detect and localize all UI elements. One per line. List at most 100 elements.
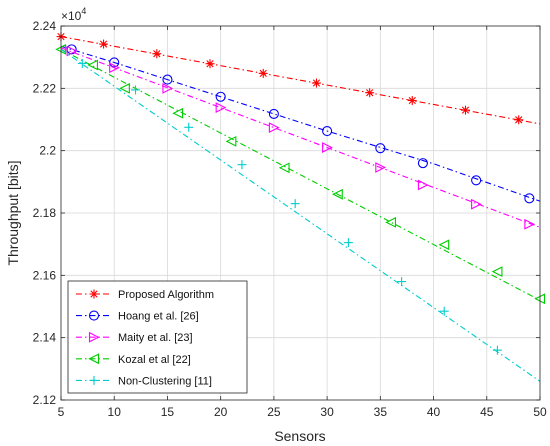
y-tick-label: 2.16 (33, 268, 57, 282)
data-point (407, 95, 417, 105)
legend-entry: Non-Clustering [11] (76, 375, 212, 387)
data-point (109, 57, 120, 68)
y-axis-multiplier: ×104 (61, 6, 86, 23)
x-tick-label: 35 (374, 405, 388, 419)
x-tick-label: 50 (533, 405, 547, 419)
data-point (375, 143, 386, 154)
series-line (60, 45, 541, 202)
data-point (492, 345, 502, 355)
legend-label: Non-Clustering [11] (118, 375, 212, 387)
data-point (162, 82, 174, 94)
data-point (89, 375, 99, 385)
data-point (439, 306, 449, 316)
asterisk-marker-stroke (366, 89, 374, 97)
series-line (60, 47, 541, 228)
asterisk-marker-stroke (90, 290, 98, 298)
asterisk-marker-stroke (461, 106, 470, 114)
data-point (417, 179, 429, 191)
data-point (290, 199, 300, 209)
y-tick-label: 2.22 (33, 81, 57, 95)
data-point (184, 122, 194, 132)
asterisk-marker-stroke (408, 96, 416, 105)
series-3 (60, 45, 541, 230)
x-axis-tick-labels: 5 10 15 20 25 30 35 40 45 50 (58, 405, 547, 419)
asterisk-marker-stroke (515, 116, 523, 124)
series-line (60, 48, 541, 382)
data-point (322, 142, 333, 153)
y-tick-label: 2.14 (33, 331, 57, 345)
series-line (60, 48, 541, 301)
data-point (109, 62, 120, 74)
data-point (66, 45, 78, 57)
x-tick-label: 5 (58, 405, 65, 419)
data-point (375, 162, 387, 173)
plot-series (55, 32, 546, 382)
data-point (152, 49, 162, 59)
asterisk-marker-stroke (259, 69, 267, 78)
series-line (60, 36, 541, 125)
data-point (438, 239, 450, 251)
data-point (99, 39, 109, 49)
data-point (471, 175, 482, 186)
data-point (524, 218, 536, 230)
grid-lines (61, 26, 540, 400)
data-point (417, 158, 428, 169)
x-tick-label: 30 (320, 405, 334, 419)
data-point (225, 135, 237, 147)
data-point (87, 59, 98, 71)
data-point (268, 122, 280, 133)
data-point (322, 125, 333, 137)
data-point (172, 107, 184, 119)
series-5 (60, 48, 541, 382)
data-point (268, 108, 279, 119)
x-tick-label: 20 (214, 405, 228, 419)
series-2 (60, 44, 541, 204)
data-point (131, 85, 141, 95)
y-tick-label: 2.24 (33, 19, 57, 33)
x-tick-label: 25 (267, 405, 281, 419)
data-point (215, 102, 227, 114)
legend-entry: Proposed Algorithm (76, 289, 214, 301)
data-point (88, 331, 100, 343)
y-axis-tick-labels: 2.12 2.14 2.16 2.18 2.2 2.22 2.24 (33, 19, 57, 407)
x-axis-title: Sensors (274, 428, 325, 444)
legend-entry: Kozal et al [22] (76, 353, 191, 366)
data-point (162, 74, 173, 85)
series-1 (56, 32, 541, 125)
asterisk-marker-stroke (153, 50, 161, 58)
legend: Proposed Algorithm Hoang et al. [26] Maity… (67, 280, 248, 394)
data-point (237, 160, 247, 170)
data-point (491, 266, 503, 277)
x-tick-label: 45 (480, 405, 494, 419)
legend-label: Hoang et al. [26] (118, 311, 199, 323)
y-tick-label: 2.2 (39, 144, 56, 158)
legend-label: Maity et al. [23] (118, 332, 193, 344)
asterisk-marker-stroke (99, 40, 108, 48)
y-tick-label: 2.18 (33, 206, 57, 220)
data-point (88, 310, 100, 321)
data-point (385, 216, 397, 228)
data-point (471, 198, 482, 210)
y-tick-label: 2.12 (33, 393, 57, 407)
data-point (77, 58, 87, 68)
y-axis-multiplier-base: ×10 (61, 9, 82, 23)
y-axis-multiplier-exponent: 4 (81, 6, 86, 16)
data-point (514, 115, 524, 125)
asterisk-marker-stroke (206, 60, 214, 68)
data-point (365, 88, 375, 98)
legend-label: Kozal et al [22] (118, 354, 191, 366)
x-tick-label: 10 (108, 405, 122, 419)
data-point (311, 78, 321, 88)
y-axis-title: Throughput [bits] (5, 160, 21, 265)
data-point (332, 188, 343, 200)
axis-ticks (60, 25, 541, 401)
data-point (278, 162, 290, 174)
asterisk-marker-stroke (312, 79, 321, 87)
legend-entry: Maity et al. [23] (76, 331, 193, 344)
data-point (205, 59, 215, 69)
data-point (343, 238, 353, 248)
data-point (524, 193, 535, 204)
data-point (88, 353, 100, 365)
data-point (460, 105, 470, 115)
